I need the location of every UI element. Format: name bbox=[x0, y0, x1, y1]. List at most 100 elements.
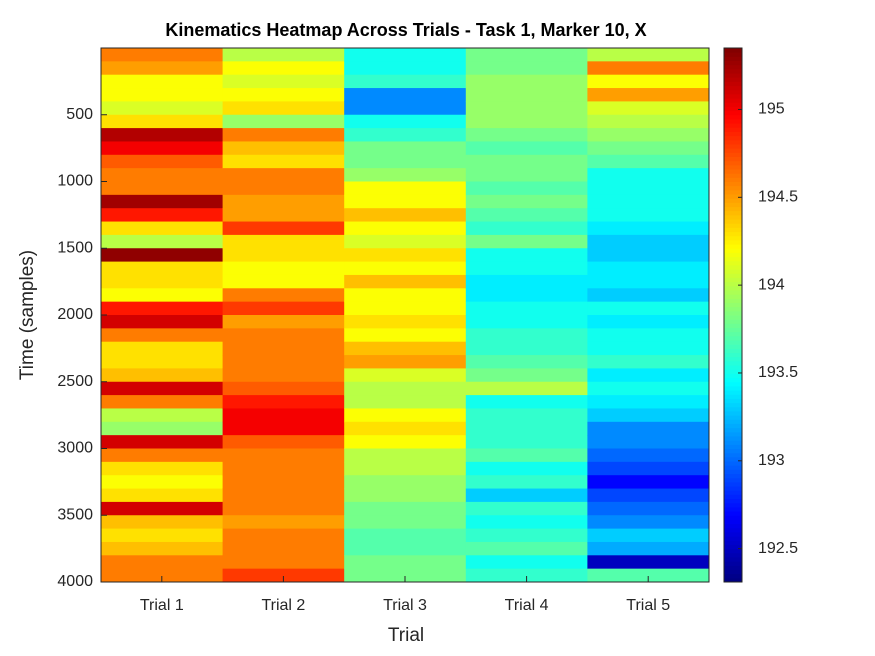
heatmap-cell bbox=[222, 501, 345, 516]
colorbar-step bbox=[724, 381, 742, 387]
heatmap-cell bbox=[344, 114, 467, 129]
colorbar-tick-label: 194.5 bbox=[758, 189, 798, 206]
colorbar-step bbox=[724, 377, 742, 383]
heatmap-cell bbox=[344, 301, 467, 316]
heatmap-cell bbox=[101, 248, 224, 263]
heatmap-cell bbox=[344, 128, 467, 142]
colorbar-step bbox=[724, 173, 742, 178]
heatmap-cell bbox=[344, 501, 467, 516]
colorbar-step bbox=[724, 390, 742, 395]
colorbar-step bbox=[724, 235, 742, 241]
heatmap-cell bbox=[101, 421, 224, 436]
heatmap-cell bbox=[587, 528, 710, 543]
heatmap-cell bbox=[101, 475, 224, 490]
x-tick-label: Trial 4 bbox=[505, 597, 549, 614]
heatmap-cell bbox=[101, 541, 224, 556]
heatmap-cell bbox=[222, 435, 345, 449]
colorbar-step bbox=[724, 335, 742, 341]
heatmap-cell bbox=[587, 128, 710, 142]
heatmap-cell bbox=[101, 395, 224, 409]
heatmap-cell bbox=[222, 234, 345, 249]
colorbar-step bbox=[724, 85, 742, 91]
heatmap-cell bbox=[344, 248, 467, 263]
heatmap-cell bbox=[465, 448, 588, 463]
heatmap-cell bbox=[344, 475, 467, 490]
heatmap-cell bbox=[101, 128, 224, 142]
colorbar-step bbox=[724, 427, 742, 433]
heatmap-cell bbox=[587, 248, 710, 263]
y-tick-label: 2500 bbox=[57, 373, 93, 390]
heatmap-cell bbox=[465, 301, 588, 316]
heatmap-cell bbox=[465, 168, 588, 182]
colorbar-step bbox=[724, 289, 742, 295]
heatmap-cell bbox=[465, 501, 588, 516]
heatmap-cell bbox=[222, 48, 345, 62]
heatmap-cell bbox=[222, 368, 345, 383]
heatmap-cell bbox=[465, 234, 588, 249]
heatmap-cell bbox=[465, 515, 588, 530]
heatmap-cell bbox=[465, 528, 588, 543]
heatmap-cell bbox=[222, 221, 345, 236]
colorbar-step bbox=[724, 340, 742, 345]
heatmap-cell bbox=[101, 181, 224, 196]
heatmap-cell bbox=[101, 341, 224, 356]
heatmap-cell bbox=[465, 488, 588, 503]
colorbar-step bbox=[724, 294, 742, 299]
y-tick-label: 3500 bbox=[57, 506, 93, 523]
colorbar-step bbox=[724, 561, 742, 566]
colorbar-step bbox=[724, 531, 742, 537]
colorbar-step bbox=[724, 152, 742, 157]
colorbar-tick-label: 192.5 bbox=[758, 540, 798, 557]
heatmap-cell bbox=[101, 168, 224, 182]
heatmap-cell bbox=[587, 461, 710, 476]
heatmap-cell bbox=[101, 88, 224, 102]
heatmap-cell bbox=[222, 395, 345, 409]
heatmap-cell bbox=[344, 448, 467, 463]
heatmap-cell bbox=[465, 315, 588, 329]
heatmap-cell bbox=[465, 288, 588, 303]
heatmap-cell bbox=[344, 221, 467, 236]
colorbar-step bbox=[724, 536, 742, 541]
heatmap-cell bbox=[222, 141, 345, 156]
heatmap-cell bbox=[101, 301, 224, 316]
heatmap-cell bbox=[101, 501, 224, 516]
colorbar-step bbox=[724, 214, 742, 220]
heatmap-cell bbox=[101, 74, 224, 89]
colorbar-step bbox=[724, 123, 742, 128]
heatmap-cell bbox=[101, 208, 224, 223]
colorbar-step bbox=[724, 415, 742, 420]
colorbar-step bbox=[724, 373, 742, 379]
heatmap-cell bbox=[222, 154, 345, 169]
heatmap-cell bbox=[101, 528, 224, 543]
colorbar-step bbox=[724, 60, 742, 66]
colorbar-step bbox=[724, 73, 742, 78]
heatmap-cell bbox=[465, 555, 588, 570]
colorbar-step bbox=[724, 131, 742, 137]
colorbar-step bbox=[724, 202, 742, 208]
heatmap-cell bbox=[222, 74, 345, 89]
colorbar-step bbox=[724, 419, 742, 424]
colorbar-tick-label: 193.5 bbox=[758, 364, 798, 381]
chart-title: Kinematics Heatmap Across Trials - Task … bbox=[165, 20, 646, 40]
colorbar-step bbox=[724, 465, 742, 470]
heatmap-cell bbox=[587, 541, 710, 556]
heatmap-cell bbox=[222, 341, 345, 356]
y-tick-label: 1500 bbox=[57, 239, 93, 256]
x-tick-label: Trial 2 bbox=[261, 597, 305, 614]
heatmap-cell bbox=[465, 181, 588, 196]
colorbar-step bbox=[724, 565, 742, 570]
heatmap-cell bbox=[222, 541, 345, 556]
colorbar-step bbox=[724, 556, 742, 562]
heatmap-cell bbox=[587, 194, 710, 209]
colorbar-step bbox=[724, 210, 742, 216]
colorbar-step bbox=[724, 252, 742, 258]
heatmap-cell bbox=[465, 248, 588, 263]
colorbar-step bbox=[724, 490, 742, 495]
heatmap-cell bbox=[344, 74, 467, 89]
heatmap-cell bbox=[465, 61, 588, 76]
heatmap-cell bbox=[344, 461, 467, 476]
colorbar-step bbox=[724, 506, 742, 512]
heatmap-cell bbox=[101, 101, 224, 116]
heatmap-cell bbox=[587, 328, 710, 343]
colorbar-step bbox=[724, 448, 742, 454]
